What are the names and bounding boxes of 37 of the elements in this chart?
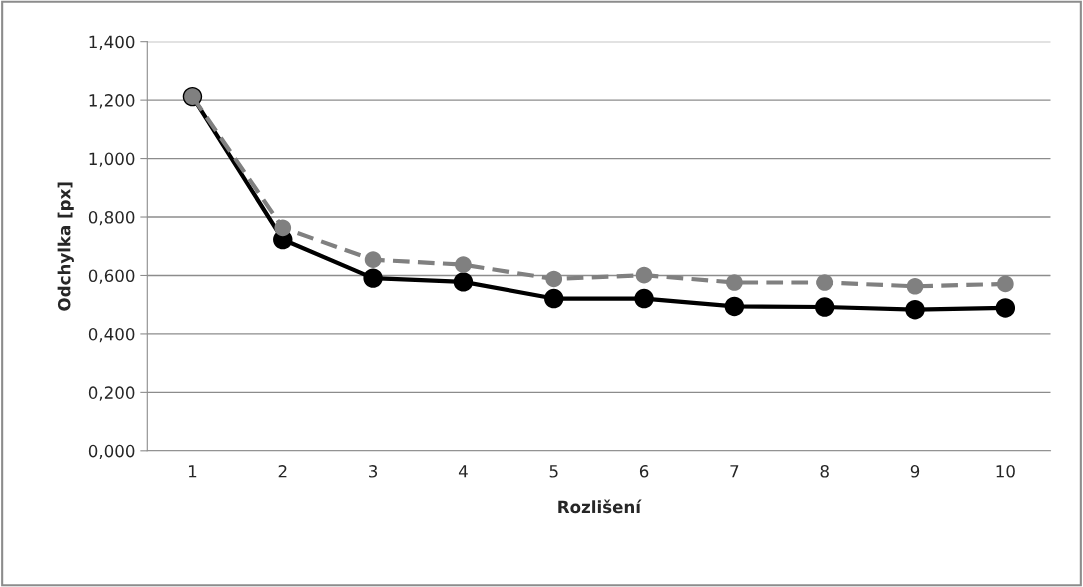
point xyxy=(995,298,1016,318)
point xyxy=(905,299,925,320)
y-axis-title: Odchylka [px] xyxy=(57,182,74,311)
point xyxy=(906,277,924,295)
point xyxy=(724,296,745,317)
x-tick-label: 2 xyxy=(278,465,287,478)
x-tick-label: 1 xyxy=(188,465,197,478)
y-tick-label: 1,200 xyxy=(89,94,135,109)
point xyxy=(545,270,563,288)
y-tick-label: 0,400 xyxy=(88,327,135,343)
y-tick-label: 1,000 xyxy=(89,152,135,167)
x-tick-label: 4 xyxy=(458,465,468,478)
x-tick-label: 9 xyxy=(910,465,920,478)
point xyxy=(997,275,1014,293)
x-tick-label: 10 xyxy=(996,465,1015,478)
y-tick-label: 0,600 xyxy=(88,269,135,284)
point xyxy=(544,288,564,309)
x-tick-label: 6 xyxy=(639,465,649,478)
x-tick-label: 3 xyxy=(369,465,378,478)
x-tick-label: 5 xyxy=(549,465,558,478)
y-tick-label: 0,800 xyxy=(88,210,135,226)
point xyxy=(274,219,292,237)
y-tick-label: 1,400 xyxy=(89,35,135,50)
x-tick-label: 7 xyxy=(730,465,739,478)
y-tick-label: 0,200 xyxy=(88,386,135,401)
point xyxy=(726,274,743,291)
point xyxy=(453,272,474,292)
point xyxy=(635,266,653,284)
point xyxy=(816,274,834,291)
y-tick-label: 0,000 xyxy=(88,444,135,460)
point xyxy=(455,256,472,273)
x-axis-title: Rozlišení xyxy=(558,499,642,514)
point xyxy=(363,268,383,288)
x-tick-label: 8 xyxy=(820,465,829,478)
point xyxy=(814,297,835,317)
point xyxy=(364,251,382,269)
point xyxy=(634,288,654,309)
